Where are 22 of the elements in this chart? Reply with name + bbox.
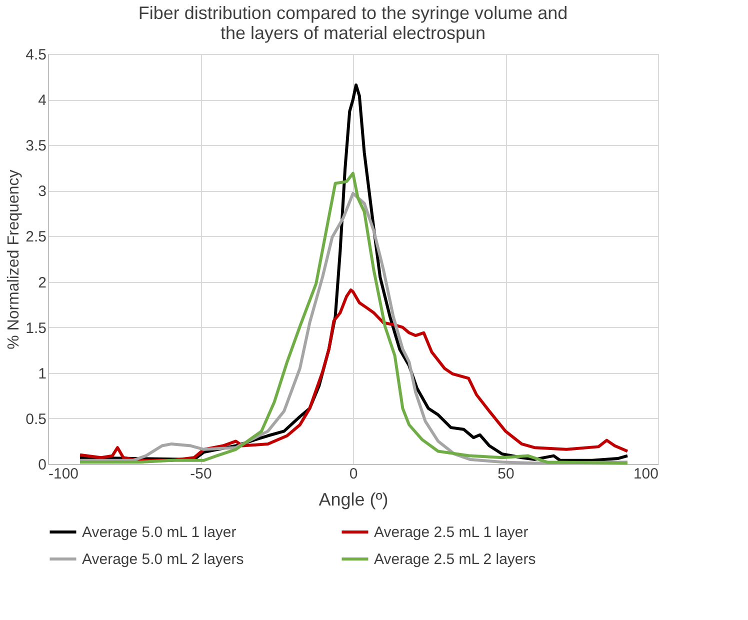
- y-tick-label: 4: [38, 92, 46, 110]
- line-series: [78, 288, 629, 462]
- legend-label: Average 5.0 mL 1 layer: [82, 524, 236, 541]
- y-tick-label: 2.5: [26, 228, 46, 246]
- x-tick-label: -100: [48, 466, 79, 482]
- y-tick-label: 1: [38, 365, 46, 382]
- x-tick-label: 0: [349, 466, 358, 482]
- chart-title: Fiber distribution compared to the syringe volume and the layers of material electrospun: [138, 3, 568, 43]
- y-tick-label: 3.5: [26, 138, 46, 155]
- y-axis-title: % Normalized Frequency: [6, 170, 23, 350]
- legend-label: Average 2.5 mL 1 layer: [374, 524, 528, 541]
- y-tick-label: 2: [38, 274, 46, 292]
- x-axis-title: Angle (º): [318, 490, 388, 510]
- legend-label: Average 2.5 mL 2 layers: [374, 551, 536, 568]
- x-tick-label: 100: [633, 466, 658, 482]
- x-tick-label: 50: [498, 466, 514, 482]
- x-tick-label: -50: [190, 466, 212, 482]
- legend-label: Average 5.0 mL 2 layers: [82, 551, 244, 568]
- y-tick-label: 0.5: [26, 410, 46, 428]
- y-tick-label: 3: [38, 183, 46, 200]
- y-tick-label: 1.5: [26, 320, 46, 337]
- y-tick-label: 4.5: [26, 46, 46, 64]
